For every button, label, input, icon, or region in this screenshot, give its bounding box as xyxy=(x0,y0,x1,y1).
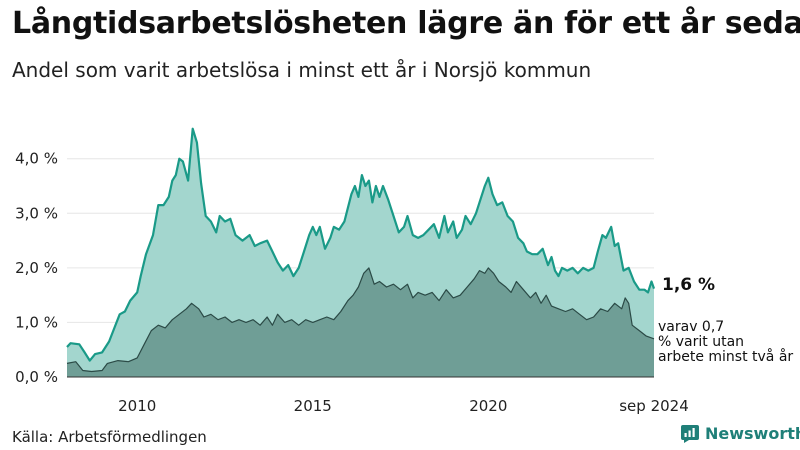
x-tick-label: 2020 xyxy=(469,397,507,415)
source-note: Källa: Arbetsförmedlingen xyxy=(12,428,207,446)
y-tick-label: 2,0 % xyxy=(15,259,58,277)
y-tick-label: 1,0 % xyxy=(15,313,58,331)
x-tick-label: 2010 xyxy=(118,397,156,415)
series-upper-line xyxy=(66,127,656,362)
chart-subtitle: Andel som varit arbetslösa i minst ett å… xyxy=(12,58,592,82)
upper-series-end-label: 1,6 % xyxy=(662,275,715,295)
newsworthy-logo: Newsworthy xyxy=(681,424,800,443)
x-tick-label: 2015 xyxy=(294,397,332,415)
series-lower-area xyxy=(67,267,654,377)
y-tick-label: 0,0 % xyxy=(15,368,58,386)
chart-title: Långtidsarbetslösheten lägre än för ett … xyxy=(12,6,800,41)
lower-series-end-label: varav 0,7% varit utan arbete minst två år xyxy=(658,319,793,365)
brand-name: Newsworthy xyxy=(705,424,800,443)
y-tick-label: 3,0 % xyxy=(15,204,58,222)
newsworthy-icon xyxy=(681,424,699,443)
x-tick-label: sep 2024 xyxy=(619,397,689,415)
series-lower-line xyxy=(66,267,655,373)
y-tick-label: 4,0 % xyxy=(15,150,58,168)
